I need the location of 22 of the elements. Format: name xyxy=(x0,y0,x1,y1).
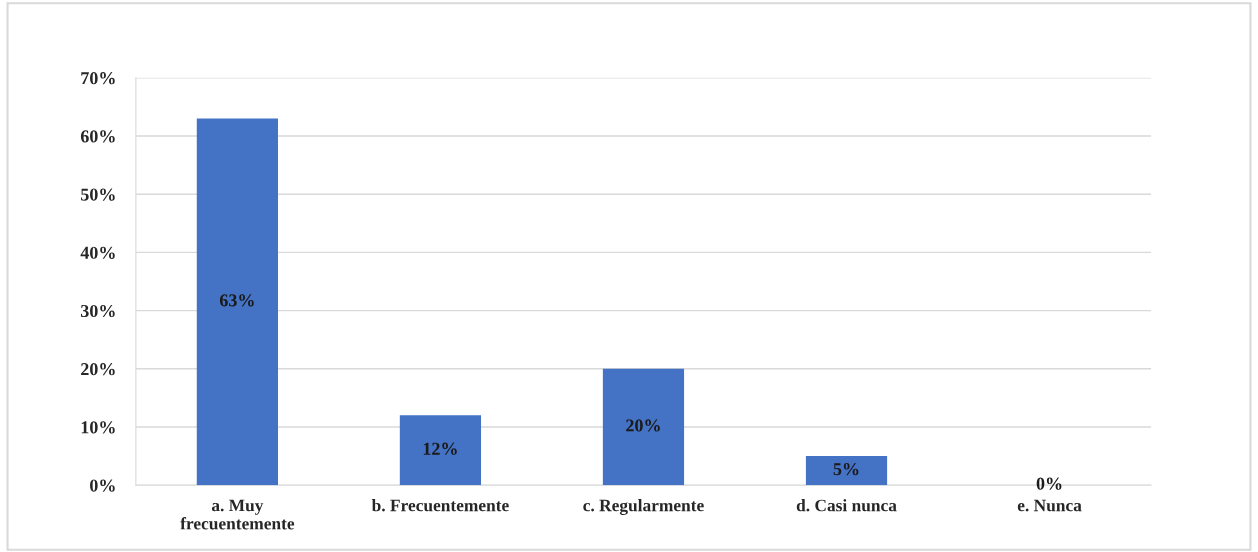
data-label: 12% xyxy=(423,442,457,455)
y-tick-label: 70% xyxy=(81,72,115,85)
x-tick-label: b. Frecuentemente xyxy=(371,499,509,512)
x-tick-label: a. Muy frecuentemente xyxy=(180,499,295,530)
data-label: 0% xyxy=(1036,477,1062,490)
y-tick-label: 50% xyxy=(81,188,115,201)
x-tick-label: e. Nunca xyxy=(1017,499,1082,512)
data-label: 20% xyxy=(626,419,660,432)
bar xyxy=(399,415,482,486)
y-tick-label: 60% xyxy=(80,130,115,143)
x-tick-label: d. Casi nunca xyxy=(796,499,897,512)
x-tick-label: c. Regularmente xyxy=(583,499,704,515)
y-tick-label: 30% xyxy=(80,304,115,318)
bar xyxy=(805,456,888,486)
y-tick-label: 10% xyxy=(81,421,115,434)
y-tick-label: 0% xyxy=(90,479,115,492)
y-tick-label: 20% xyxy=(81,363,115,376)
bar xyxy=(196,118,278,486)
bar xyxy=(602,368,685,486)
data-label: 63% xyxy=(219,294,254,307)
data-label: 5% xyxy=(833,462,859,476)
y-tick-label: 40% xyxy=(80,246,115,259)
